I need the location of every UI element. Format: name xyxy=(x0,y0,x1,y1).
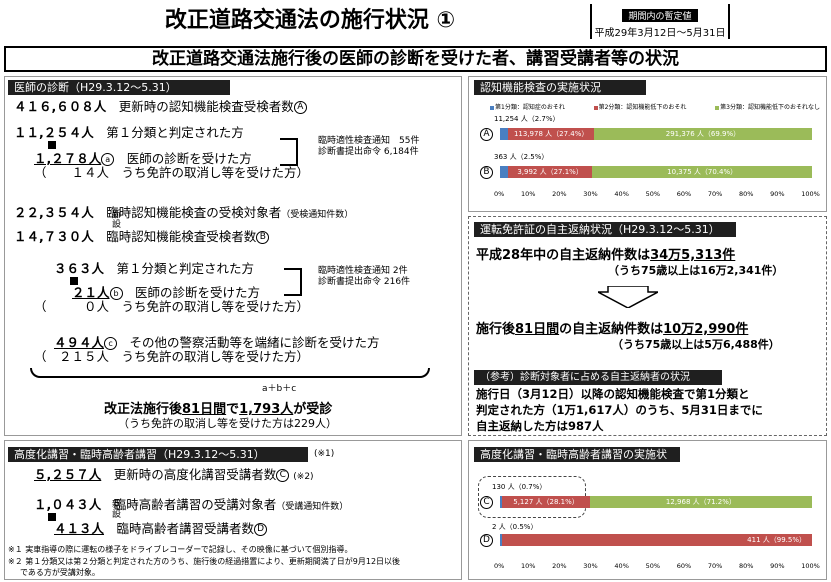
bar-b: 3,992 人（27.1%） 10,375 人（70.4%） xyxy=(500,166,812,178)
row-other: ４９４人 c その他の警察活動等を端緒に診断を受けた方 xyxy=(54,335,380,350)
arrow-down-2 xyxy=(70,277,78,285)
legend-item-2: 第2分類：認知機能低下のおそれ xyxy=(593,102,686,111)
row-temp-class1: ３６３人 第１分類と判定された方 xyxy=(54,261,255,276)
period-tag: 期間内の暫定値 xyxy=(622,9,698,22)
bar-b-above: 363 人（2.5%） xyxy=(494,153,549,161)
period-box: 期間内の暫定値 平成29年3月12日～5月31日 xyxy=(590,4,730,39)
legend-item-1: 第1分類：認知症のおそれ xyxy=(490,102,565,111)
lecture-header: 高度化講習・臨時高齢者講習（H29.3.12～5.31） xyxy=(8,447,308,462)
bar-a-seg2: 113,978 人（27.4%） xyxy=(508,128,594,140)
right-top-header: 認知機能検査の実施状況 xyxy=(474,80,646,95)
axis-1: 0% 10% 20% 30% 40% 50% 60% 70% 80% 90% 100% xyxy=(494,190,820,198)
bar-c-above: 130 人（0.7%） xyxy=(492,483,547,491)
period-range: 平成29年3月12日～5月31日 xyxy=(594,28,726,39)
sum-line-2: （うち免許の取消し等を受けた方は229人） xyxy=(118,417,337,430)
right-bot-header: 高度化講習・臨時高齢者講習の実施状況 xyxy=(474,447,680,476)
arrow-down xyxy=(48,141,56,149)
sum-brace xyxy=(30,368,430,378)
bar-d: 411 人（99.5%） xyxy=(500,534,812,546)
down-arrow xyxy=(597,285,659,309)
bar-a-mark: A xyxy=(480,128,493,141)
bracket-2 xyxy=(284,268,302,296)
left-header: 医師の診断（H29.3.12～5.31） xyxy=(8,80,230,95)
lecture-header-note: (※1) xyxy=(314,449,335,459)
bar-a: 113,978 人（27.4%） 291,376 人（69.9%） xyxy=(500,128,812,140)
row-revoked: （ １４人 うち免許の取消し等を受けた方） xyxy=(34,165,310,180)
bar-c-seg1 xyxy=(500,496,503,508)
footnote-2a: ※２ 第１分類又は第２分類と判定された方のうち、施行後の経過措置により、更新期間… xyxy=(8,557,401,566)
bar-d-mark: D xyxy=(480,534,493,547)
new-tag-2: 新設 xyxy=(112,500,122,520)
bar-c-mark: C xyxy=(480,496,493,509)
row-temp-revoked: （ ０人 うち免許の取消し等を受けた方） xyxy=(34,299,310,314)
bar-a-seg1 xyxy=(500,128,509,140)
footnote-1: ※１ 実車指導の際に運転の様子をドライブレコーダーで記録し、その映像に基づいて個… xyxy=(8,545,353,554)
bar-d-above: 2 人（0.5%） xyxy=(492,523,538,531)
right-top-panel xyxy=(468,76,827,212)
reference-text: 施行日（3月12日）以降の認知機能検査で第1分類と 判定された方（1万1,617人… xyxy=(476,387,763,433)
row-other-revoked: （ ２１５人 うち免許の取消し等を受けた方） xyxy=(34,349,310,364)
left-panel xyxy=(4,76,462,436)
row-temp-examinees: １４,７３０人 臨時認知機能検査受検者数 B xyxy=(14,230,270,244)
row-diagnosed: １,２７８人 a 医師の診断を受けた方 xyxy=(34,151,252,166)
page-title: 改正道路交通法の施行状況 ① xyxy=(164,8,456,33)
footnote-2b: である方が受講対象。 xyxy=(20,568,100,577)
bar-b-seg3: 10,375 人（70.4%） xyxy=(592,166,812,178)
bracket-1 xyxy=(280,138,298,166)
bracket-2-text: 臨時適性検査通知 2件 診断書提出命令 216件 xyxy=(318,266,411,287)
return-2016-75: （うち75歳以上は16万2,341件） xyxy=(608,264,784,277)
bar-c-seg3: 12,968 人（71.2%） xyxy=(589,496,812,508)
new-tag-1: 新設 xyxy=(112,210,122,230)
bar-d-seg1 xyxy=(500,534,502,546)
row-temp-targets: ２２,３５４人 臨時認知機能検査の受検対象者（受検通知件数） xyxy=(14,205,354,221)
bar-c-seg2: 5,127 人（28.1%） xyxy=(502,496,590,508)
lecture-row-2: １,０４３人 臨時高齢者講習の受講対象者（受講通知件数） xyxy=(34,497,349,513)
row-examinees: ４１６,６０８人 更新時の認知機能検査受検者数 A xyxy=(14,100,307,114)
right-mid-panel xyxy=(468,216,827,436)
legend-item-3: 第3分類：認知機能低下のおそれなし xyxy=(715,102,820,111)
lecture-panel xyxy=(4,440,462,580)
right-bot-panel xyxy=(468,440,827,580)
sum-line: 改正法施行後81日間で1,793人が受診 xyxy=(104,402,333,417)
return-after: 施行後81日間の自主返納件数は10万2,990件 xyxy=(476,322,749,337)
lecture-row-3: ４１３人 臨時高齢者講習受講者数 D xyxy=(54,522,268,536)
banner: 改正道路交通法施行後の医師の診断を受けた者、講習受講者等の状況 xyxy=(4,46,827,72)
row-temp-diagnosed: ２１人 b 医師の診断を受けた方 xyxy=(72,285,261,300)
lecture-row-1: ５,２５７人 更新時の高度化講習受講者数 C (※2) xyxy=(34,467,314,482)
bar-a-above: 11,254 人（2.7%） xyxy=(494,115,560,123)
bracket-1-text: 臨時適性検査通知 55件 診断書提出命令 6,184件 xyxy=(318,136,420,157)
bar-b-seg1 xyxy=(500,166,508,178)
legend: 第1分類：認知症のおそれ 第2分類：認知機能低下のおそれ 第3分類：認知機能低下… xyxy=(490,102,820,111)
bar-d-seg2: 411 人（99.5%） xyxy=(501,534,812,546)
bar-b-seg2: 3,992 人（27.1%） xyxy=(507,166,593,178)
bar-a-seg3: 291,376 人（69.9%） xyxy=(593,128,812,140)
right-mid-subheader: （参考）診断対象者に占める自主返納者の状況 xyxy=(474,370,722,385)
sum-marks: a＋b＋c xyxy=(262,384,297,394)
axis-2: 0% 10% 20% 30% 40% 50% 60% 70% 80% 90% 100% xyxy=(494,562,820,570)
arrow-down-3 xyxy=(48,513,56,521)
row-class1: １１,２５４人 第１分類と判定された方 xyxy=(14,125,244,140)
bar-b-mark: B xyxy=(480,166,493,179)
return-after-75: （うち75歳以上は5万6,488件） xyxy=(612,338,780,351)
right-mid-header: 運転免許証の自主返納状況（H29.3.12～5.31） xyxy=(474,222,736,237)
bar-c: 5,127 人（28.1%） 12,968 人（71.2%） xyxy=(500,496,812,508)
return-2016: 平成28年中の自主返納件数は34万5,313件 xyxy=(476,248,736,263)
